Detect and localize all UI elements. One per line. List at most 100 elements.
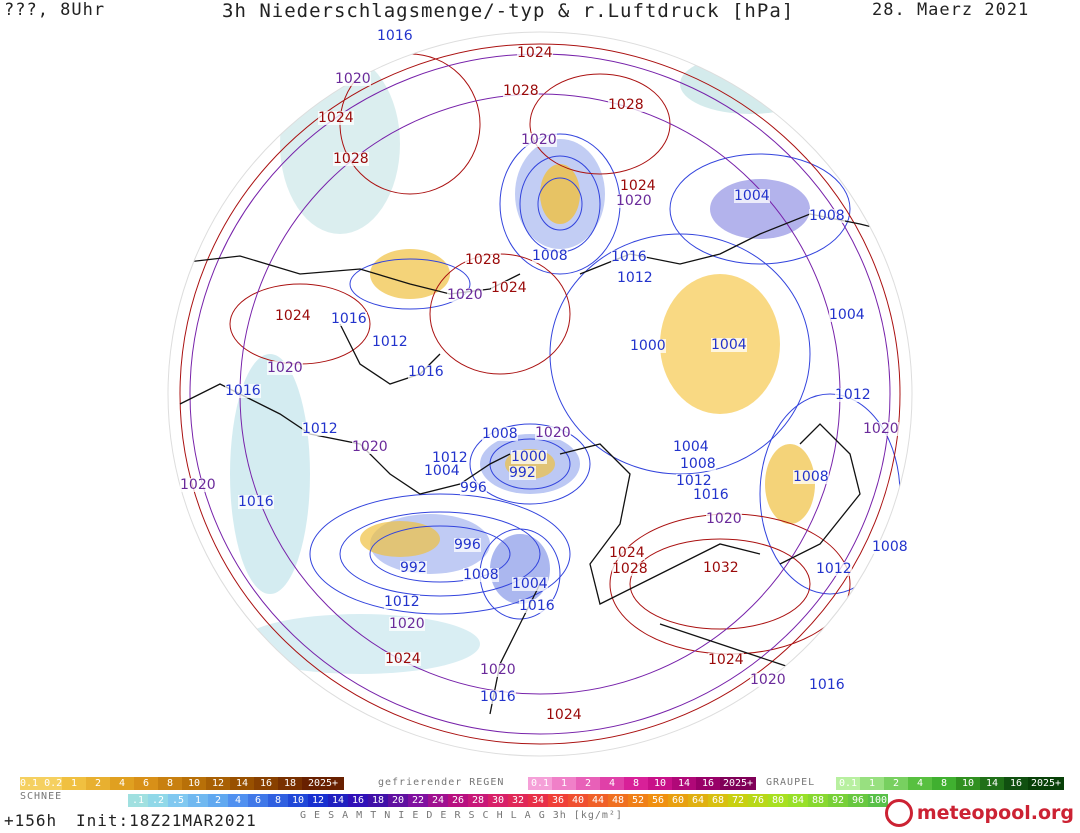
isobar-label: 1024 <box>491 280 527 296</box>
legend-swatch: 2025+ <box>1028 777 1064 790</box>
isobar-label: 1024 <box>546 707 582 723</box>
isobar-label: 1008 <box>532 248 568 264</box>
isobar-label: 1020 <box>352 439 388 455</box>
legend-swatch: 84 <box>788 794 808 807</box>
isobar-label: 1012 <box>835 387 871 403</box>
isobar-label: 1012 <box>676 473 712 489</box>
run-label: ???, 8Uhr <box>4 0 106 20</box>
total-precip-legend: .1.2.5 1 2 4 6 8 10 12 14 16 18 20 22 24 26 28 30 32 34 36 4… <box>128 794 888 807</box>
isobar-label: 1028 <box>503 83 539 99</box>
total-precip-label: G E S A M T N I E D E R S C H L A G 3h [… <box>300 810 623 821</box>
legend-swatch: 2025+ <box>302 777 344 790</box>
isobar-label: 1024 <box>318 110 354 126</box>
isobar-label: 1028 <box>465 252 501 268</box>
isobar-label: 1024 <box>609 545 645 561</box>
isobar-label: 1016 <box>693 487 729 503</box>
legend-swatch: 40 <box>568 794 588 807</box>
isobar-label: 1032 <box>703 560 739 576</box>
legend-swatch: 0.1 0.2 0.5 <box>20 777 87 790</box>
legend-swatch: 2 <box>884 777 908 790</box>
polar-map <box>167 31 913 757</box>
isobar-label: 1012 <box>432 450 468 466</box>
isobar-label: 1008 <box>463 567 499 583</box>
isobar-label: 1020 <box>750 672 786 688</box>
isobar-label: 1024 <box>620 178 656 194</box>
legend-swatch: 48 <box>608 794 628 807</box>
isobar-label: 996 <box>454 537 481 553</box>
legend-swatch: 0.1 <box>528 777 552 790</box>
isobar-label: 1020 <box>267 360 303 376</box>
valid-date: 28. Maerz 2021 <box>872 0 1030 20</box>
legend-swatch: 22 <box>408 794 428 807</box>
legend-swatch: 44 <box>588 794 608 807</box>
legend-swatch: 2 <box>86 777 110 790</box>
legend-swatch: 1 <box>62 777 86 790</box>
isobar-label: 1016 <box>225 383 261 399</box>
legend-swatch: 1 <box>860 777 884 790</box>
isobar-label: 1012 <box>617 270 653 286</box>
legend-swatch: 14 <box>980 777 1004 790</box>
legend-swatch: 30 <box>488 794 508 807</box>
isobar-label: 1008 <box>793 469 829 485</box>
legend-swatch: 14 <box>230 777 254 790</box>
legend-swatch: 68 <box>708 794 728 807</box>
isobar-label: 1020 <box>447 287 483 303</box>
legend-swatch: 80 <box>768 794 788 807</box>
isobar-label: 1004 <box>424 463 460 479</box>
map-title: 3h Niederschlagsmenge/-typ & r.Luftdruck… <box>222 0 795 22</box>
legend-swatch: 12 <box>206 777 230 790</box>
isobar-label: 1028 <box>608 97 644 113</box>
legend-swatch: 64 <box>688 794 708 807</box>
freezing-rain-legend: 0.1 1 2 4 8 10 14 16 2025+ <box>528 777 756 790</box>
legend-swatch: 18 <box>278 777 302 790</box>
isobar-label: 1020 <box>335 71 371 87</box>
isobar-label: 1016 <box>408 364 444 380</box>
legend-swatch: 8 <box>932 777 956 790</box>
logo-icon <box>884 799 913 827</box>
isobar-label: 1024 <box>517 45 553 61</box>
isobar-label: 1004 <box>829 307 865 323</box>
legend-swatch: 24 <box>428 794 448 807</box>
legend-swatch: 36 <box>548 794 568 807</box>
isobar-label: 1012 <box>816 561 852 577</box>
legend-swatch: 56 <box>648 794 668 807</box>
isobar-label: 1012 <box>372 334 408 350</box>
isobar-label: 1020 <box>535 425 571 441</box>
forecast-hour: +156h <box>4 811 58 830</box>
init-time: Init:18Z21MAR2021 <box>76 811 257 830</box>
meteopool-logo[interactable]: meteopool.org <box>884 799 1074 827</box>
graupel-label: GRAUPEL <box>766 777 816 788</box>
legend-swatch: .5 <box>168 794 188 807</box>
isobar-label: 1020 <box>480 662 516 678</box>
legend-swatch: 76 <box>748 794 768 807</box>
isobar-label: 1016 <box>331 311 367 327</box>
legend-swatch: 1 <box>188 794 208 807</box>
legend-swatch: 16 <box>1004 777 1028 790</box>
legend-swatch: 8 <box>624 777 648 790</box>
legend-swatch: 14 <box>672 777 696 790</box>
isobar-label: 1016 <box>519 598 555 614</box>
isobar-label: 1020 <box>616 193 652 209</box>
legend-swatch: 1 <box>552 777 576 790</box>
isobar-label: 1004 <box>512 576 548 592</box>
legend-swatch: 10 <box>182 777 206 790</box>
isobar-label: 992 <box>400 560 427 576</box>
legend-swatch: 2 <box>208 794 228 807</box>
isobar-label: 1016 <box>377 28 413 44</box>
legend-swatch: 4 <box>908 777 932 790</box>
isobar-label: 1012 <box>302 421 338 437</box>
legend-swatch: 4 <box>228 794 248 807</box>
isobar-label: 1020 <box>521 132 557 148</box>
logo-text: meteopool.org <box>916 802 1074 824</box>
isobar-label: 1008 <box>680 456 716 472</box>
legend-swatch: 100 <box>868 794 888 807</box>
legend-swatch: 0.1 <box>836 777 860 790</box>
map-border <box>167 31 913 757</box>
isobar-label: 1000 <box>630 338 666 354</box>
isobar-label: 1024 <box>385 651 421 667</box>
legend-swatch: 16 <box>696 777 720 790</box>
isobar-label: 996 <box>460 480 487 496</box>
legend-swatch: 4 <box>110 777 134 790</box>
legend-swatch: 28 <box>468 794 488 807</box>
legend-swatch: 8 <box>268 794 288 807</box>
